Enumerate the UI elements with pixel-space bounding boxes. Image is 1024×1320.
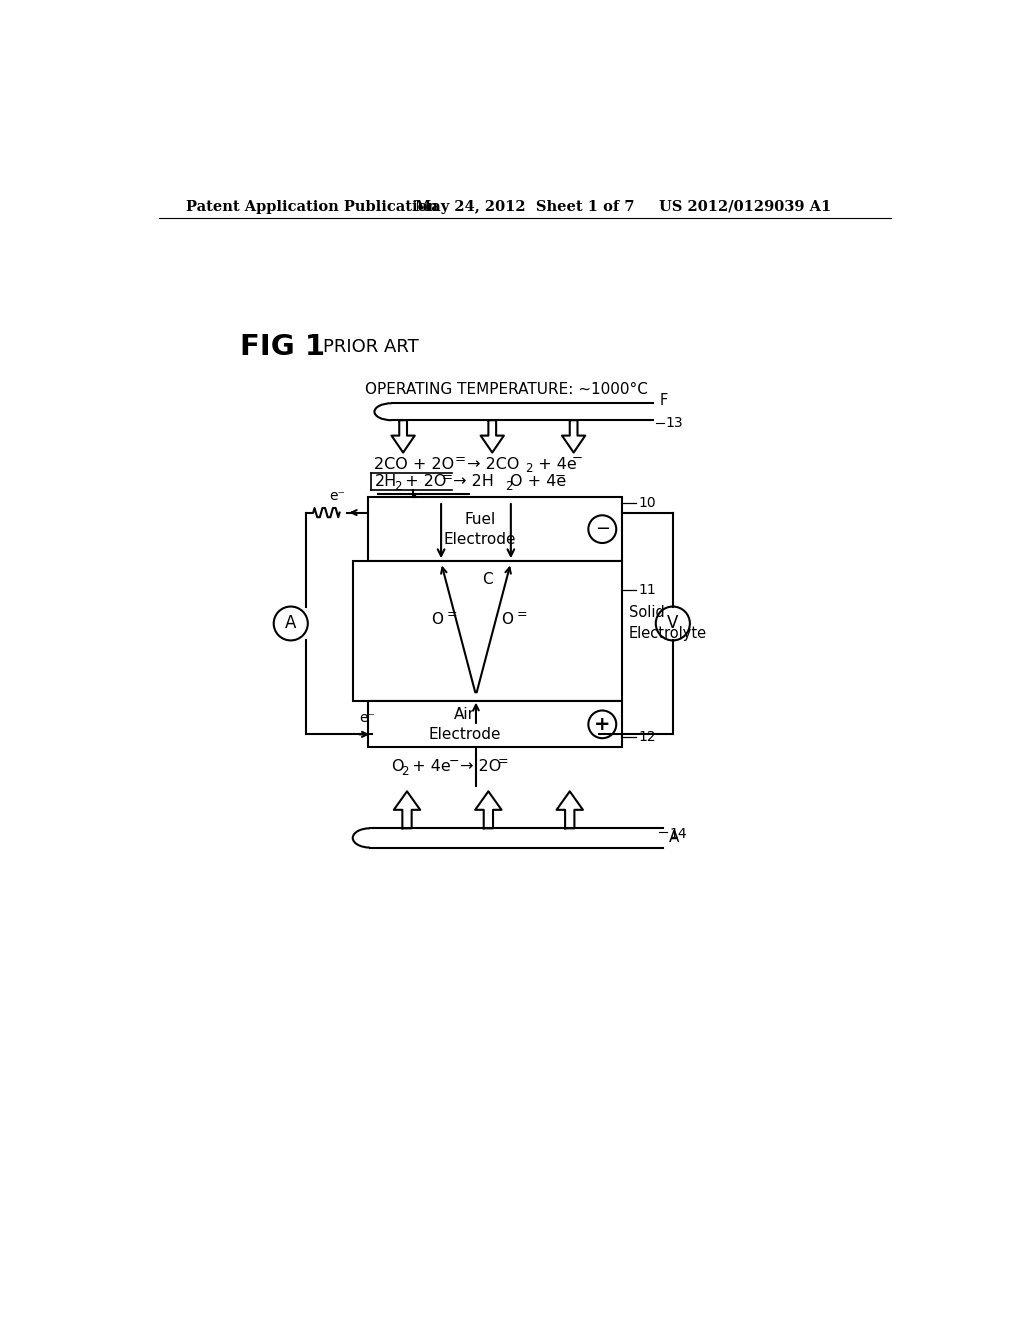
Text: 12: 12: [639, 730, 656, 744]
Text: −: −: [554, 470, 565, 483]
Text: US 2012/0129039 A1: US 2012/0129039 A1: [658, 199, 831, 214]
Text: 11: 11: [639, 582, 656, 597]
Text: 2: 2: [525, 462, 534, 475]
Text: PRIOR ART: PRIOR ART: [324, 338, 419, 356]
Bar: [369, 701, 623, 747]
Text: F: F: [659, 393, 668, 408]
Text: 2: 2: [401, 764, 409, 777]
Text: → 2CO: → 2CO: [462, 457, 519, 471]
Text: O + 4e: O + 4e: [510, 474, 566, 490]
Text: =: =: [455, 453, 466, 466]
Text: + 4e: + 4e: [532, 457, 577, 471]
Text: =: =: [446, 607, 457, 620]
Text: 10: 10: [639, 496, 656, 511]
Text: Air
Electrode: Air Electrode: [428, 708, 501, 742]
Text: =: =: [498, 755, 508, 768]
Text: + 4e: + 4e: [407, 759, 451, 775]
Text: V: V: [668, 615, 679, 632]
Text: A: A: [669, 830, 679, 845]
Text: Patent Application Publication: Patent Application Publication: [186, 199, 438, 214]
Text: FIG 1: FIG 1: [241, 333, 326, 362]
Text: e⁻: e⁻: [330, 490, 345, 503]
Bar: [352, 561, 623, 701]
Text: 13: 13: [665, 416, 683, 430]
Text: O: O: [391, 759, 404, 775]
Text: −: −: [572, 453, 584, 465]
Text: May 24, 2012  Sheet 1 of 7: May 24, 2012 Sheet 1 of 7: [415, 199, 634, 214]
Text: e⁻: e⁻: [359, 711, 375, 725]
Text: C: C: [482, 572, 493, 587]
Text: 2: 2: [394, 480, 402, 492]
Text: 2CO + 2O: 2CO + 2O: [375, 457, 455, 471]
Text: 2H: 2H: [375, 474, 396, 490]
Text: Solid
Electrolyte: Solid Electrolyte: [629, 606, 707, 642]
Text: → 2O: → 2O: [455, 759, 502, 775]
Text: + 2O: + 2O: [400, 474, 446, 490]
Text: −: −: [449, 755, 460, 768]
Text: −: −: [595, 520, 610, 539]
Text: A: A: [285, 615, 296, 632]
Text: 2: 2: [505, 480, 512, 492]
Text: 14: 14: [669, 828, 686, 841]
Text: =: =: [516, 607, 527, 620]
Text: +: +: [594, 715, 610, 734]
Text: O: O: [431, 612, 443, 627]
Text: =: =: [442, 471, 453, 483]
Text: → 2H: → 2H: [449, 474, 494, 490]
Text: OPERATING TEMPERATURE: ~1000°C: OPERATING TEMPERATURE: ~1000°C: [365, 381, 647, 397]
Text: Fuel
Electrode: Fuel Electrode: [443, 512, 516, 546]
Bar: [369, 498, 623, 561]
Text: O: O: [501, 612, 513, 627]
